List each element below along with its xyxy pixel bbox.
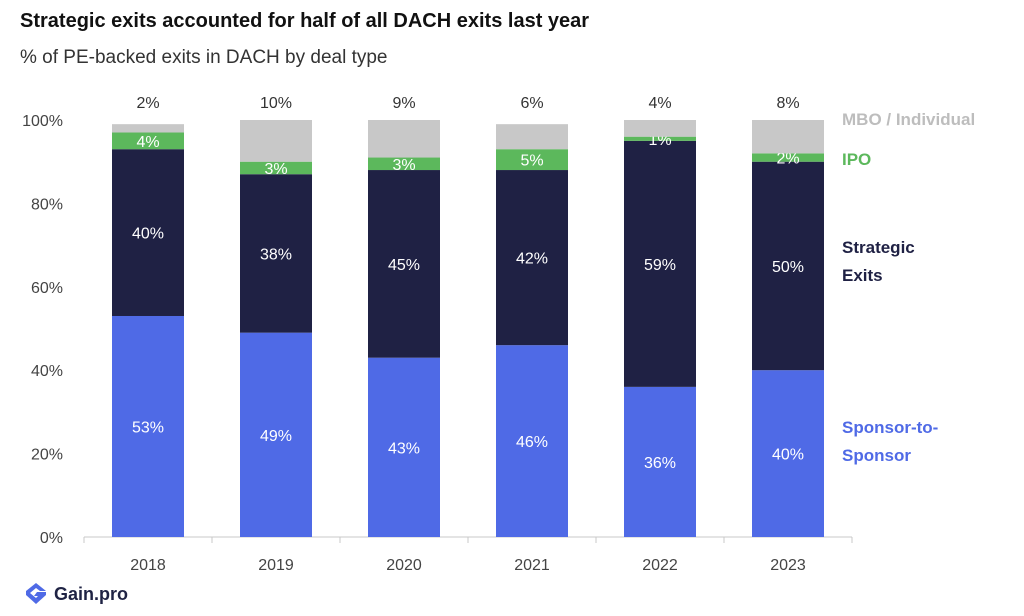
bar-segment [752,153,824,162]
data-label: 40% [132,226,164,243]
legend-label: Exits [842,266,883,285]
bar-segment [112,315,184,537]
bar-segment [752,370,824,537]
data-label: 45% [388,257,420,274]
x-tick-label: 2022 [642,557,678,574]
data-label: 3% [264,161,287,178]
y-tick-label: 60% [31,280,63,297]
data-label: 4% [136,134,159,151]
legend-label: MBO / Individual [842,110,975,129]
data-label: 42% [516,251,548,268]
logo-text: Gain.pro [54,583,129,604]
bar-segment [240,332,312,537]
data-label: 10% [260,95,292,112]
bar-segment [368,157,440,171]
data-label: 53% [132,419,164,436]
bar-segment [752,161,824,371]
x-tick-label: 2021 [514,557,550,574]
y-tick-label: 20% [31,447,63,464]
legend-label: Sponsor-to- [842,418,938,437]
bar-segment [368,170,440,358]
gain-pro-logo-icon [26,583,46,604]
data-label: 49% [260,428,292,445]
data-label: 2% [776,151,799,168]
x-tick-label: 2023 [770,557,806,574]
bar-segment [240,120,312,162]
data-label: 46% [516,434,548,451]
bar-segment [112,149,184,316]
chart-subtitle: % of PE-backed exits in DACH by deal typ… [20,47,388,68]
bar-segment [496,170,568,346]
x-tick-label: 2018 [130,557,166,574]
bar-segment [240,174,312,333]
data-label: 4% [648,95,671,112]
bar-segment [624,386,696,537]
data-label: 43% [388,440,420,457]
bar-segment [624,120,696,137]
bar-segment [624,140,696,387]
y-tick-label: 80% [31,196,63,213]
brand-logo: Gain.pro [24,580,128,608]
data-label: 38% [260,246,292,263]
legend-label: Sponsor [842,446,911,465]
chart-title: Strategic exits accounted for half of al… [20,10,590,32]
data-label: 50% [772,259,804,276]
bar-segment [624,136,696,141]
bar-segment [368,120,440,158]
legend-label: IPO [842,150,871,169]
data-label: 6% [520,95,543,112]
x-tick-label: 2020 [386,557,422,574]
data-label: 2% [136,95,159,112]
bar-segment [496,345,568,537]
bar-segment [496,124,568,150]
y-tick-label: 40% [31,363,63,380]
bar-segment [496,149,568,171]
legend-label: Strategic [842,238,915,257]
y-tick-label: 0% [40,530,63,547]
bar-segment [112,124,184,133]
data-label: 59% [644,257,676,274]
y-tick-label: 100% [22,113,63,130]
data-label: 8% [776,95,799,112]
data-label: 5% [520,153,543,170]
bar-segment [752,120,824,154]
x-tick-label: 2019 [258,557,294,574]
data-label: 9% [392,95,415,112]
data-label: 3% [392,157,415,174]
bar-segment [240,161,312,175]
bar-segment [112,132,184,150]
data-label: 40% [772,447,804,464]
data-label: 36% [644,455,676,472]
bar-segment [368,357,440,537]
